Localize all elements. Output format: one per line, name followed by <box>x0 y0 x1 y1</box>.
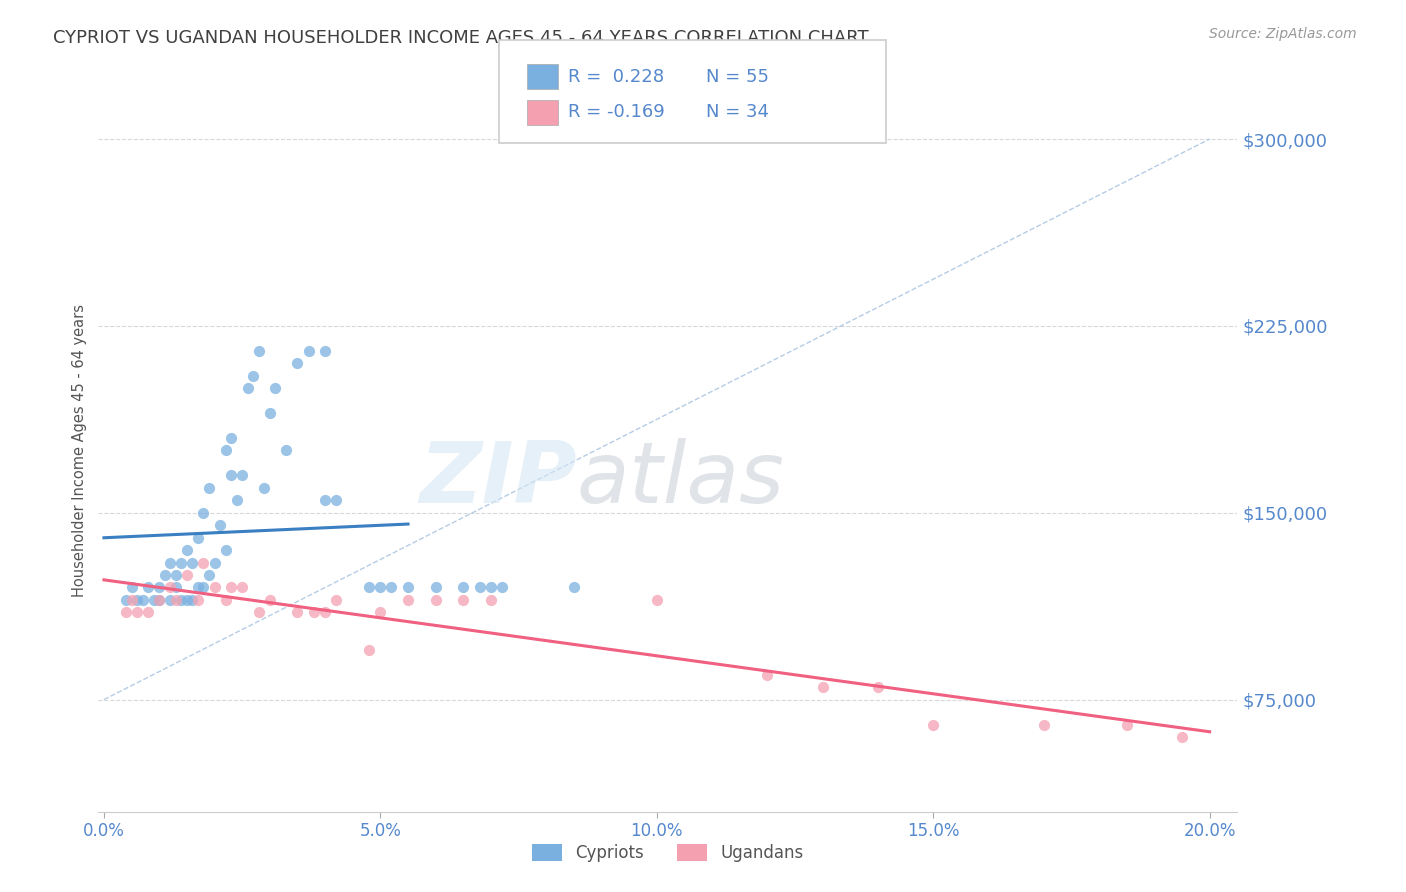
Point <box>866 680 889 694</box>
Point <box>148 593 170 607</box>
Point <box>1115 717 1137 731</box>
Point <box>396 593 419 607</box>
Legend: Cypriots, Ugandans: Cypriots, Ugandans <box>526 837 810 869</box>
Point <box>811 680 834 694</box>
Point <box>359 642 381 657</box>
Point <box>198 481 221 495</box>
Point <box>247 606 270 620</box>
Point <box>148 581 170 595</box>
Point <box>479 581 502 595</box>
Point <box>204 581 226 595</box>
Point <box>491 581 513 595</box>
Point <box>214 543 236 558</box>
Point <box>165 568 187 582</box>
Point <box>479 593 502 607</box>
Point <box>219 581 242 595</box>
Point <box>756 667 779 681</box>
Point <box>187 581 209 595</box>
Point <box>187 531 209 545</box>
Point <box>115 606 138 620</box>
Point <box>127 593 149 607</box>
Text: N = 34: N = 34 <box>706 103 769 121</box>
Text: ZIP: ZIP <box>419 438 576 521</box>
Point <box>193 581 215 595</box>
Point <box>453 593 475 607</box>
Point <box>170 593 193 607</box>
Point <box>121 581 143 595</box>
Point <box>214 593 236 607</box>
Point <box>425 581 447 595</box>
Point <box>264 381 287 395</box>
Point <box>159 593 181 607</box>
Point <box>176 568 198 582</box>
Point <box>142 593 165 607</box>
Point <box>425 593 447 607</box>
Point <box>259 406 281 420</box>
Point <box>165 593 187 607</box>
Point <box>302 606 325 620</box>
Text: R =  0.228: R = 0.228 <box>568 68 664 86</box>
Point <box>115 593 138 607</box>
Point <box>236 381 259 395</box>
Point <box>131 593 153 607</box>
Point <box>370 606 392 620</box>
Point <box>325 493 347 508</box>
Point <box>153 568 176 582</box>
Point <box>187 593 209 607</box>
Text: Source: ZipAtlas.com: Source: ZipAtlas.com <box>1209 27 1357 41</box>
Point <box>209 518 232 533</box>
Point <box>214 443 236 458</box>
Point <box>219 431 242 445</box>
Point <box>127 606 149 620</box>
Point <box>276 443 298 458</box>
Point <box>314 493 336 508</box>
Point <box>231 468 253 483</box>
Point <box>231 581 253 595</box>
Point <box>325 593 347 607</box>
Point <box>247 343 270 358</box>
Point <box>181 593 204 607</box>
Point <box>359 581 381 595</box>
Point <box>176 543 198 558</box>
Point <box>193 506 215 520</box>
Point <box>314 606 336 620</box>
Point <box>314 343 336 358</box>
Point <box>136 581 159 595</box>
Text: N = 55: N = 55 <box>706 68 769 86</box>
Point <box>297 343 319 358</box>
Point <box>287 356 309 370</box>
Point <box>287 606 309 620</box>
Point <box>259 593 281 607</box>
Point <box>242 368 264 383</box>
Y-axis label: Householder Income Ages 45 - 64 years: Householder Income Ages 45 - 64 years <box>72 304 87 597</box>
Text: CYPRIOT VS UGANDAN HOUSEHOLDER INCOME AGES 45 - 64 YEARS CORRELATION CHART: CYPRIOT VS UGANDAN HOUSEHOLDER INCOME AG… <box>53 29 869 46</box>
Point <box>468 581 491 595</box>
Point <box>453 581 475 595</box>
Point <box>562 581 585 595</box>
Point <box>176 593 198 607</box>
Point <box>181 556 204 570</box>
Point <box>148 593 170 607</box>
Point <box>219 468 242 483</box>
Point <box>396 581 419 595</box>
Point <box>170 556 193 570</box>
Point <box>193 556 215 570</box>
Point <box>198 568 221 582</box>
Point <box>370 581 392 595</box>
Point <box>159 556 181 570</box>
Point <box>159 581 181 595</box>
Text: atlas: atlas <box>576 438 785 521</box>
Point <box>165 581 187 595</box>
Point <box>225 493 247 508</box>
Point <box>204 556 226 570</box>
Point <box>1032 717 1054 731</box>
Point <box>136 606 159 620</box>
Point <box>380 581 402 595</box>
Point <box>922 717 945 731</box>
Point <box>645 593 668 607</box>
Point <box>1171 730 1194 744</box>
Point <box>253 481 276 495</box>
Text: R = -0.169: R = -0.169 <box>568 103 665 121</box>
Point <box>121 593 143 607</box>
